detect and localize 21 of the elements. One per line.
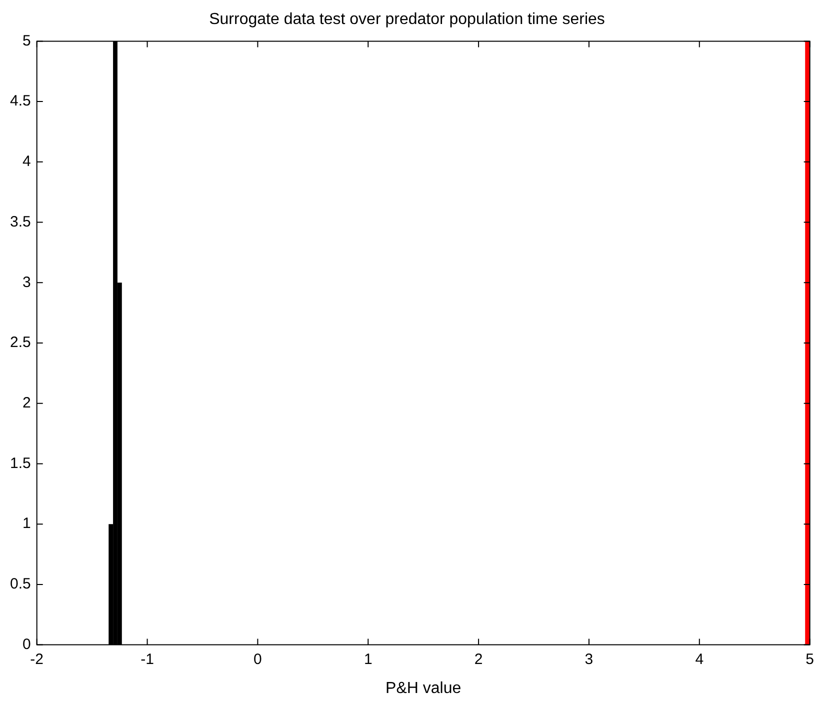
y-tick-label: 3 (22, 274, 31, 291)
y-tick-label: 0 (22, 636, 31, 653)
x-axis-title: P&H value (386, 680, 462, 697)
chart-title: Surrogate data test over predator population time series (209, 11, 605, 28)
x-tick-label: 1 (364, 650, 372, 668)
y-tick-label: 5 (22, 32, 31, 50)
x-tick-label: 4 (695, 650, 704, 668)
y-tick-label: 1 (22, 515, 31, 532)
x-tick-label: 0 (254, 650, 262, 668)
y-tick-label: 4.5 (10, 92, 31, 110)
y-tick-label: 1.5 (10, 454, 31, 472)
y-tick-label: 2.5 (10, 334, 31, 352)
y-tick-label: 3.5 (10, 213, 31, 230)
x-tick-label: 5 (806, 650, 814, 668)
x-tick-label: 3 (584, 650, 594, 668)
y-tick-label: 0.5 (10, 576, 31, 593)
y-tick-label: 2 (22, 394, 31, 412)
x-tick-label: -2 (30, 650, 44, 668)
x-tick-label: 2 (474, 650, 483, 668)
x-tick-label: -1 (140, 650, 154, 668)
y-tick-label: 4 (22, 153, 31, 170)
